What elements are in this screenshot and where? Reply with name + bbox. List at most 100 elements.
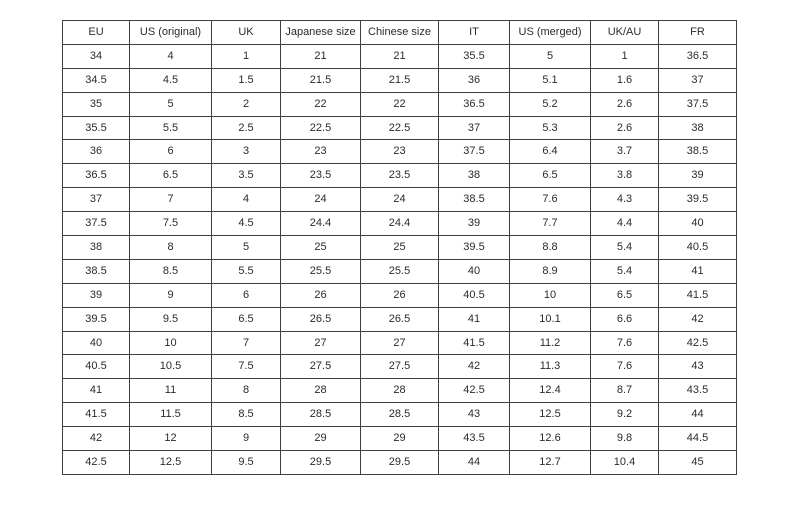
table-cell: 26.5 (280, 306, 361, 332)
table-cell: 12.5 (129, 450, 212, 475)
table-row: 35.5 5.5 2.5 22.5 22.5 37 5.3 2.6 38 (62, 115, 737, 141)
column-header: Japanese size (280, 20, 361, 45)
table-cell: 4.3 (590, 187, 659, 213)
table-cell: 25 (360, 235, 439, 260)
table-cell: 23 (360, 139, 439, 165)
table-cell: 12.5 (509, 402, 591, 428)
table-cell: 9 (129, 282, 212, 308)
table-row: 39.5 9.5 6.5 26.5 26.5 41 10.1 6.6 42 (62, 306, 737, 332)
table-cell: 43 (658, 354, 737, 380)
table-cell: 34 (62, 43, 130, 69)
table-cell: 37.5 (438, 139, 510, 165)
table-cell: 24 (360, 187, 439, 213)
table-cell: 5.5 (129, 115, 212, 141)
table-cell: 7.7 (509, 211, 591, 237)
table-cell: 28.5 (280, 402, 361, 428)
table-cell: 42.5 (658, 330, 737, 356)
table-cell: 25.5 (280, 258, 361, 284)
table-cell: 10 (509, 282, 591, 308)
table-cell: 36.5 (658, 43, 737, 69)
table-cell: 9.5 (211, 450, 281, 475)
table-cell: 27 (360, 330, 439, 356)
table-cell: 6.6 (590, 306, 659, 332)
table-cell: 11.3 (509, 354, 591, 380)
table-cell: 28 (280, 378, 361, 404)
column-header: IT (438, 20, 510, 45)
table-cell: 21 (360, 43, 439, 69)
table-cell: 22.5 (280, 115, 361, 141)
table-cell: 10 (129, 330, 212, 356)
table-cell: 42.5 (438, 378, 510, 404)
table-cell: 6 (211, 282, 281, 308)
table-cell: 8.5 (211, 402, 281, 428)
table-cell: 34.5 (62, 67, 130, 93)
table-cell: 2.5 (211, 115, 281, 141)
table-cell: 4.5 (211, 211, 281, 237)
table-cell: 41.5 (658, 282, 737, 308)
table-cell: 43 (438, 402, 510, 428)
table-cell: 12.7 (509, 450, 591, 475)
table-row: 39 9 6 26 26 40.5 10 6.5 41.5 (62, 282, 737, 308)
table-cell: 36.5 (438, 91, 510, 117)
table-cell: 26.5 (360, 306, 439, 332)
table-cell: 26 (280, 282, 361, 308)
table-cell: 29 (360, 426, 439, 452)
table-cell: 40.5 (438, 282, 510, 308)
header-row: EU US (original) UK Japanese size Chinese si… (62, 20, 737, 45)
table-cell: 5 (211, 235, 281, 260)
table-row: 34.5 4.5 1.5 21.5 21.5 36 5.1 1.6 37 (62, 67, 737, 93)
table-cell: 1.5 (211, 67, 281, 93)
table-cell: 7.5 (129, 211, 212, 237)
table-cell: 36 (438, 67, 510, 93)
table-cell: 3.8 (590, 163, 659, 189)
table-cell: 3.5 (211, 163, 281, 189)
table-cell: 12.4 (509, 378, 591, 404)
table-row: 42 12 9 29 29 43.5 12.6 9.8 44.5 (62, 426, 737, 452)
table-cell: 23 (280, 139, 361, 165)
table-cell: 4.5 (129, 67, 212, 93)
table-cell: 37.5 (62, 211, 130, 237)
column-header: Chinese size (360, 20, 439, 45)
table-cell: 24 (280, 187, 361, 213)
table-cell: 6.5 (509, 163, 591, 189)
column-header: US (merged) (509, 20, 591, 45)
table-cell: 8.7 (590, 378, 659, 404)
table-cell: 39 (62, 282, 130, 308)
table-row: 41.5 11.5 8.5 28.5 28.5 43 12.5 9.2 44 (62, 402, 737, 428)
table-cell: 11.2 (509, 330, 591, 356)
table-cell: 5.2 (509, 91, 591, 117)
table-row: 36 6 3 23 23 37.5 6.4 3.7 38.5 (62, 139, 737, 165)
table-body: 34 4 1 21 21 35.5 5 1 36.5 34.5 4.5 1.5 21.5 21.5 36 5.… (62, 43, 737, 475)
table-cell: 3 (211, 139, 281, 165)
column-header: UK/AU (590, 20, 659, 45)
table-cell: 7 (129, 187, 212, 213)
table-row: 41 11 8 28 28 42.5 12.4 8.7 43.5 (62, 378, 737, 404)
table-cell: 6.5 (129, 163, 212, 189)
table-cell: 9.8 (590, 426, 659, 452)
table-cell: 38.5 (438, 187, 510, 213)
table-cell: 22 (360, 91, 439, 117)
table-cell: 8.8 (509, 235, 591, 260)
table-cell: 44 (658, 402, 737, 428)
table-cell: 35.5 (62, 115, 130, 141)
column-header: UK (211, 20, 281, 45)
table-cell: 21.5 (280, 67, 361, 93)
table-cell: 25 (280, 235, 361, 260)
table-cell: 6.5 (590, 282, 659, 308)
table-cell: 29.5 (360, 450, 439, 475)
table-cell: 5.1 (509, 67, 591, 93)
table-cell: 39 (438, 211, 510, 237)
table-cell: 7.6 (590, 354, 659, 380)
table-cell: 5.4 (590, 235, 659, 260)
table-cell: 23.5 (360, 163, 439, 189)
table-cell: 3.7 (590, 139, 659, 165)
table-cell: 22 (280, 91, 361, 117)
table-cell: 2.6 (590, 115, 659, 141)
table-cell: 40 (62, 330, 130, 356)
table-cell: 2 (211, 91, 281, 117)
table-cell: 39.5 (62, 306, 130, 332)
table-cell: 24.4 (360, 211, 439, 237)
table-cell: 24.4 (280, 211, 361, 237)
table-cell: 45 (658, 450, 737, 475)
